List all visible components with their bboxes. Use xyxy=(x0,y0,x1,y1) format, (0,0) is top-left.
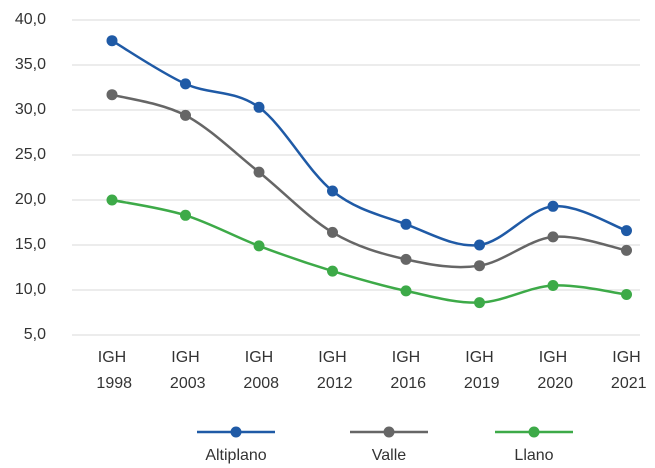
x-tick-label: IGH 2008 xyxy=(239,349,279,392)
y-tick-label: 5,0 xyxy=(24,326,46,343)
point xyxy=(400,253,412,265)
point xyxy=(253,166,265,178)
point xyxy=(621,244,632,256)
y-tick-label: 35,0 xyxy=(15,56,46,73)
point xyxy=(474,239,485,251)
series-line xyxy=(111,93,627,269)
legend-label: Llano xyxy=(514,447,553,464)
y-tick-label: 10,0 xyxy=(15,281,46,298)
y-tick-label: 20,0 xyxy=(15,191,46,208)
point xyxy=(400,285,412,297)
point xyxy=(621,225,632,237)
point xyxy=(547,280,559,291)
point xyxy=(180,209,191,221)
y-tick-label: 15,0 xyxy=(15,236,46,253)
x-tick-label: IGH 2020 xyxy=(533,349,573,392)
x-tick-label: IGH 2019 xyxy=(459,349,499,392)
point xyxy=(547,231,559,243)
legend-marker xyxy=(230,426,242,438)
point xyxy=(106,89,118,101)
y-tick-label: 25,0 xyxy=(15,146,46,163)
legend-label: Altiplano xyxy=(205,447,266,464)
point xyxy=(400,218,412,230)
legend-marker xyxy=(528,426,540,438)
point xyxy=(474,297,485,309)
y-tick-label: 40,0 xyxy=(15,11,46,28)
point xyxy=(327,265,338,277)
point xyxy=(253,240,265,252)
point xyxy=(474,260,485,272)
point xyxy=(106,194,118,206)
series-line xyxy=(111,39,627,247)
x-tick-label: IGH 2012 xyxy=(312,349,352,392)
point xyxy=(621,289,632,300)
point xyxy=(180,109,191,121)
point xyxy=(327,226,338,238)
x-tick-label: IGH 2016 xyxy=(386,349,426,392)
x-tick-label: IGH 2021 xyxy=(606,349,646,392)
y-tick-label: 30,0 xyxy=(15,101,46,118)
legend-marker xyxy=(383,426,395,438)
series-line xyxy=(111,198,627,304)
point xyxy=(106,35,118,47)
x-tick-label: IGH 2003 xyxy=(165,349,205,392)
point xyxy=(547,200,559,212)
legend-label: Valle xyxy=(372,447,406,464)
point xyxy=(253,101,265,113)
point xyxy=(327,185,338,197)
point xyxy=(180,78,191,90)
x-tick-label: IGH 1998 xyxy=(92,349,132,392)
